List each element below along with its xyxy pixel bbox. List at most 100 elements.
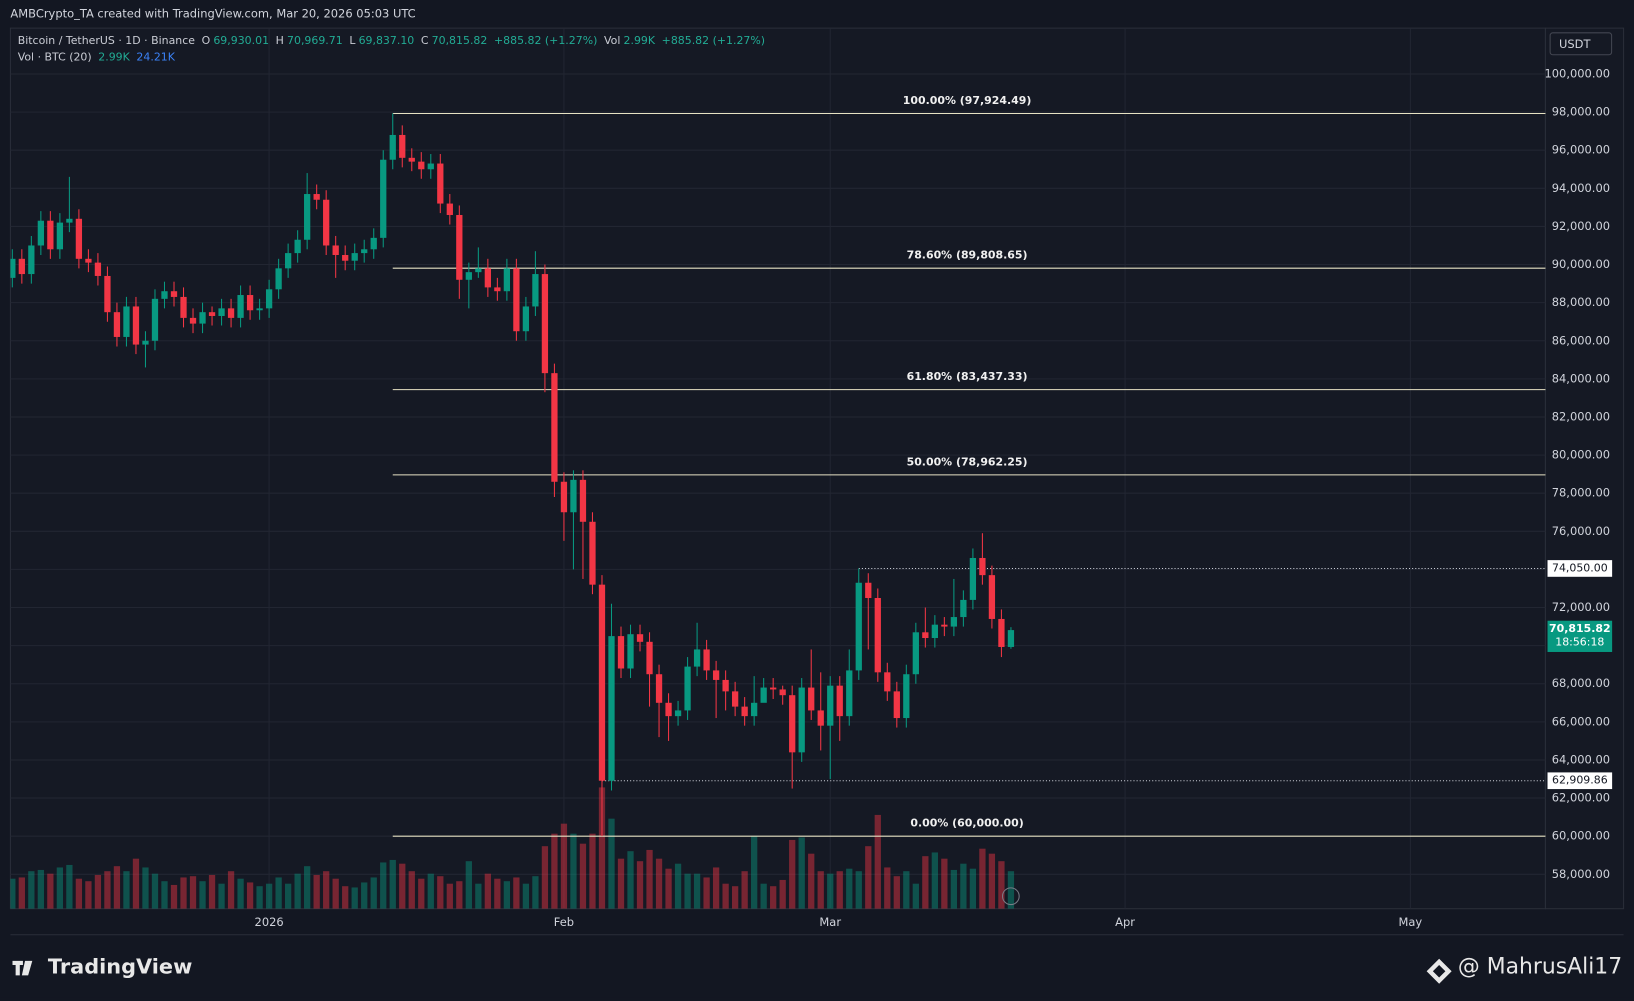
ohlc-key: L <box>349 34 356 47</box>
candle-body <box>846 670 853 717</box>
volume-bar <box>703 877 710 909</box>
price-label: 62,909.86 <box>1552 774 1608 787</box>
ohlc-key: H <box>275 34 284 47</box>
candle-body <box>855 582 862 671</box>
candle-body <box>484 268 491 288</box>
volume-bar <box>10 878 16 909</box>
volume-bar <box>513 877 520 909</box>
candle-body <box>180 296 187 318</box>
volume-bar <box>770 886 777 909</box>
volume-bar <box>389 859 396 909</box>
candle-body <box>342 255 349 261</box>
volume-bar <box>94 874 102 909</box>
replay-icon[interactable] <box>1001 887 1020 906</box>
volume-bar <box>608 818 615 909</box>
y-tick-label: 68,000.00 <box>1552 676 1610 690</box>
volume-bar <box>418 878 425 909</box>
candle-body <box>912 632 919 675</box>
candle-body <box>770 687 777 690</box>
volume-bar <box>522 883 530 909</box>
volume-bar <box>494 878 501 909</box>
candle-body <box>922 632 929 639</box>
y-tick-label: 62,000.00 <box>1552 791 1610 805</box>
candle-body <box>817 710 824 726</box>
volume-bar <box>1007 871 1015 909</box>
currency-button[interactable]: USDT <box>1549 32 1613 56</box>
volume-bar <box>741 871 748 909</box>
x-tick-label: Feb <box>554 915 574 929</box>
volume-bar <box>66 864 73 909</box>
y-tick-label: 98,000.00 <box>1552 105 1610 119</box>
volume-bar <box>246 882 254 909</box>
vol-key: Vol <box>603 34 621 47</box>
y-tick-label: 80,000.00 <box>1552 448 1610 462</box>
ohlc-value: 70,815.82 <box>431 34 488 47</box>
volume-bar <box>370 877 377 909</box>
candle-body <box>836 685 843 717</box>
candle-body <box>827 685 834 726</box>
volume-bar <box>75 878 83 909</box>
candle-body <box>903 674 910 719</box>
volume-bar <box>817 871 824 909</box>
x-tick-label: May <box>1399 915 1423 929</box>
ohlc-value: 70,969.71 <box>287 34 343 47</box>
candle-body <box>722 679 729 692</box>
candle-body <box>522 306 530 332</box>
fib-label: 78.60% (89,808.65) <box>907 249 1028 262</box>
brand: TradingView <box>47 953 193 979</box>
volume-bar <box>475 883 482 909</box>
candle-body <box>674 710 682 717</box>
volume-bar <box>960 863 967 909</box>
candle-body <box>532 274 539 307</box>
volume-bar <box>751 836 758 909</box>
candle-body <box>323 199 330 246</box>
candle-body <box>75 218 83 259</box>
candle-body <box>380 159 387 238</box>
volume-bar <box>846 868 853 909</box>
volume-bar <box>665 868 672 909</box>
candle-body <box>893 691 900 719</box>
candle-body <box>427 163 434 170</box>
volume-bar <box>617 858 625 909</box>
volume-bar <box>884 867 891 909</box>
candle-body <box>931 624 938 639</box>
volume-bar <box>570 833 577 909</box>
volume-bar <box>808 853 815 909</box>
candle-body <box>627 634 634 669</box>
volume-bar <box>456 881 463 909</box>
candle-body <box>370 237 377 250</box>
candle-body <box>161 291 168 299</box>
volume-bar <box>931 852 938 909</box>
candle-body <box>227 308 235 318</box>
change: +885.82 (+1.27%) <box>493 34 598 47</box>
candle-body <box>598 584 606 781</box>
candle-body <box>237 295 244 318</box>
candle-body <box>874 597 881 673</box>
volume-bar <box>627 851 634 909</box>
candle-body <box>437 163 444 204</box>
candle-body <box>10 258 16 278</box>
candle-body <box>741 706 748 717</box>
tv-logo <box>12 960 33 976</box>
volume-bar <box>789 839 796 909</box>
candle-body <box>589 521 596 585</box>
candle-body <box>208 312 216 316</box>
candle-body <box>494 287 501 292</box>
candle-body <box>47 220 54 250</box>
candle-body <box>104 275 111 313</box>
candle-body <box>950 617 958 627</box>
volume-bar <box>969 868 977 909</box>
volume-name: Vol · BTC (20) <box>17 51 92 64</box>
volume-bar <box>304 866 311 909</box>
volume-bar <box>446 883 453 909</box>
candle-body <box>579 479 587 522</box>
binance-logo <box>1426 958 1452 984</box>
price-axis <box>1544 27 1625 910</box>
volume-bar <box>636 861 644 909</box>
volume-bar <box>323 871 330 909</box>
y-tick-label: 72,000.00 <box>1552 600 1610 614</box>
volume-bar <box>589 833 596 909</box>
candle-body <box>399 134 406 158</box>
candle-body <box>731 691 739 707</box>
candle-body <box>170 291 178 297</box>
